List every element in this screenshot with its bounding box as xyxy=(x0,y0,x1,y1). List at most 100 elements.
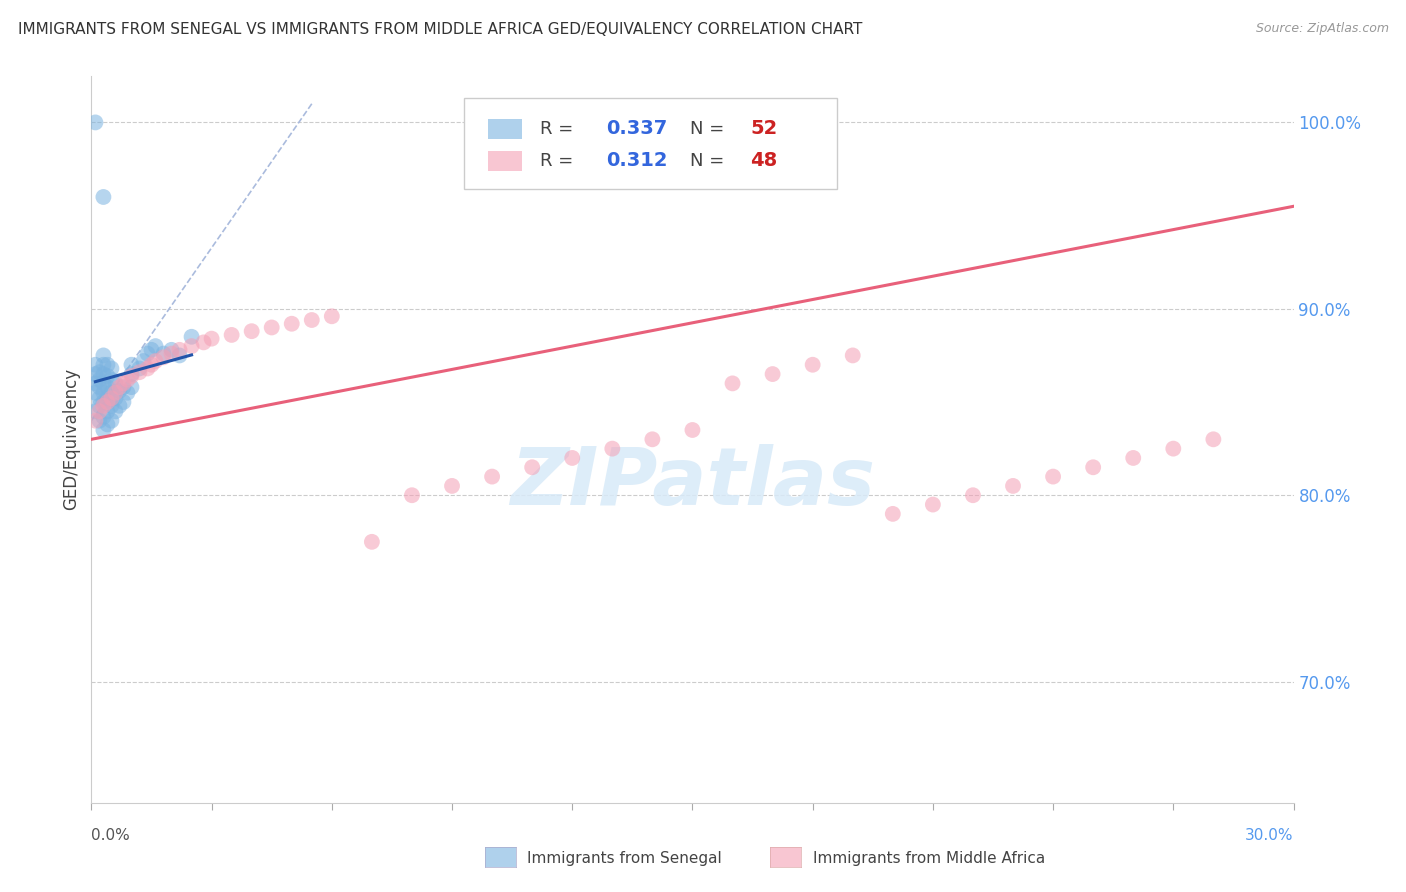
Point xyxy=(440,479,463,493)
Point xyxy=(1001,479,1024,493)
Point xyxy=(136,346,159,360)
Point xyxy=(145,339,167,353)
Point xyxy=(89,380,111,394)
Point xyxy=(481,469,503,483)
Text: 0.312: 0.312 xyxy=(606,152,668,170)
Point xyxy=(141,343,163,357)
Text: N =: N = xyxy=(690,120,730,138)
Point xyxy=(84,367,107,381)
Text: Source: ZipAtlas.com: Source: ZipAtlas.com xyxy=(1256,22,1389,36)
Point xyxy=(93,348,115,362)
Point xyxy=(152,351,174,365)
Point xyxy=(89,414,111,428)
Point xyxy=(1042,469,1064,483)
Text: N =: N = xyxy=(690,152,730,169)
Point xyxy=(169,343,191,357)
Point xyxy=(221,327,243,342)
Point xyxy=(84,115,107,129)
Point xyxy=(108,380,131,394)
Point xyxy=(96,392,118,406)
Point xyxy=(112,395,135,409)
Point xyxy=(121,367,143,381)
Point xyxy=(1083,460,1105,475)
Point xyxy=(100,361,122,376)
Point xyxy=(121,368,143,383)
Point xyxy=(152,346,174,360)
Y-axis label: GED/Equivalency: GED/Equivalency xyxy=(62,368,80,510)
Point xyxy=(281,317,304,331)
Point xyxy=(84,385,107,400)
Point xyxy=(721,376,744,391)
Point xyxy=(84,358,107,372)
Point xyxy=(681,423,703,437)
Point xyxy=(89,399,111,413)
Point xyxy=(96,380,118,394)
Text: 0.0%: 0.0% xyxy=(91,829,131,843)
Point xyxy=(100,373,122,387)
Point xyxy=(104,385,127,400)
Point xyxy=(104,404,127,418)
Point xyxy=(89,373,111,387)
Point xyxy=(93,190,115,204)
Point xyxy=(112,376,135,391)
Point xyxy=(1163,442,1185,456)
Point xyxy=(962,488,984,502)
Point xyxy=(89,365,111,379)
Point xyxy=(1202,433,1225,447)
Point xyxy=(260,320,283,334)
Point xyxy=(145,354,167,368)
Text: 48: 48 xyxy=(751,152,778,170)
FancyBboxPatch shape xyxy=(488,151,522,171)
Point xyxy=(100,392,122,406)
Point xyxy=(93,399,115,413)
Point xyxy=(93,409,115,424)
Point xyxy=(882,507,904,521)
Point xyxy=(132,354,155,368)
Point xyxy=(641,433,664,447)
Point xyxy=(561,450,583,465)
Point xyxy=(100,414,122,428)
Point xyxy=(193,335,215,350)
Point xyxy=(128,365,150,379)
Point xyxy=(100,399,122,413)
Point xyxy=(180,339,202,353)
Point xyxy=(180,330,202,344)
Point xyxy=(169,348,191,362)
Text: 0.337: 0.337 xyxy=(606,120,668,138)
Point xyxy=(96,368,118,383)
Point xyxy=(108,384,131,398)
Point xyxy=(89,392,111,406)
Text: ZIPatlas: ZIPatlas xyxy=(510,444,875,522)
Point xyxy=(360,534,382,549)
Point xyxy=(104,392,127,406)
Point xyxy=(84,404,107,418)
Point xyxy=(240,324,263,338)
Point xyxy=(121,380,143,394)
Point xyxy=(1122,450,1144,465)
Point xyxy=(84,376,107,391)
Point xyxy=(301,313,323,327)
Point xyxy=(96,404,118,418)
Point xyxy=(602,442,624,456)
Text: Immigrants from Middle Africa: Immigrants from Middle Africa xyxy=(813,851,1045,865)
Point xyxy=(160,343,183,357)
Point xyxy=(321,310,343,324)
Point xyxy=(762,367,785,381)
Point xyxy=(121,358,143,372)
Point xyxy=(93,395,115,409)
FancyBboxPatch shape xyxy=(464,97,837,188)
Point xyxy=(96,358,118,372)
Point xyxy=(93,358,115,372)
Point xyxy=(100,385,122,400)
Text: 30.0%: 30.0% xyxy=(1246,829,1294,843)
Point xyxy=(104,376,127,391)
Point xyxy=(922,498,945,512)
Point xyxy=(93,376,115,391)
Point xyxy=(841,348,863,362)
Point xyxy=(117,373,139,387)
Point xyxy=(401,488,423,502)
Point xyxy=(112,380,135,394)
Text: R =: R = xyxy=(540,120,579,138)
Point xyxy=(201,332,224,346)
Text: IMMIGRANTS FROM SENEGAL VS IMMIGRANTS FROM MIDDLE AFRICA GED/EQUIVALENCY CORRELA: IMMIGRANTS FROM SENEGAL VS IMMIGRANTS FR… xyxy=(18,22,863,37)
